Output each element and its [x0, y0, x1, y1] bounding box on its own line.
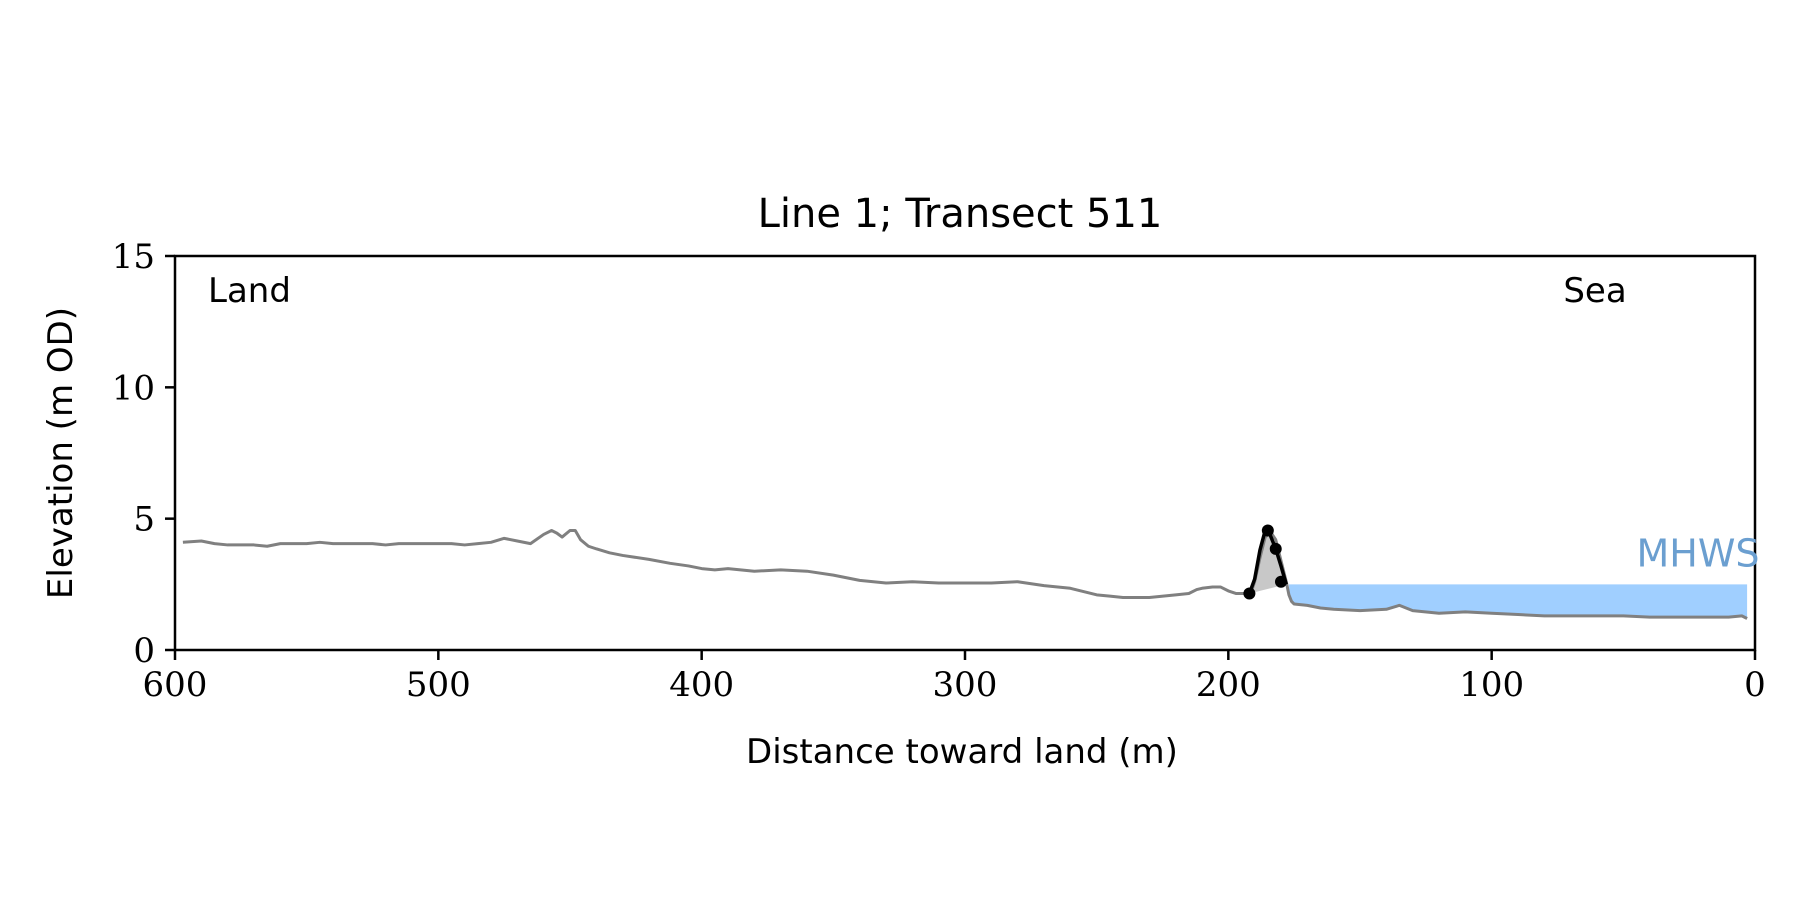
- y-tick-label: 10: [112, 368, 155, 408]
- y-tick-label: 0: [133, 631, 155, 671]
- x-tick-label: 500: [406, 665, 471, 705]
- y-tick-label: 5: [133, 500, 155, 540]
- sea-annotation: Sea: [1563, 271, 1626, 311]
- elevation-profile-line: [182, 528, 1748, 620]
- dune-marker: [1269, 542, 1282, 555]
- x-tick-label: 400: [669, 665, 734, 705]
- land-annotation: Land: [208, 271, 291, 311]
- x-tick-label: 0: [1744, 665, 1766, 705]
- chart-title: Line 1; Transect 511: [758, 191, 1163, 237]
- x-tick-label: 600: [143, 665, 208, 705]
- dune-marker: [1261, 524, 1274, 537]
- mhws-band: [1288, 584, 1748, 619]
- mhws-label: MHWS: [1636, 531, 1759, 575]
- dune-marker: [1243, 587, 1256, 600]
- y-axis-label: Elevation (m OD): [41, 307, 81, 599]
- x-tick-label: 300: [933, 665, 998, 705]
- y-tick-label: 15: [112, 237, 155, 277]
- x-tick-label: 100: [1459, 665, 1524, 705]
- dune-marker: [1275, 575, 1287, 588]
- x-axis-label: Distance toward land (m): [746, 732, 1178, 772]
- x-tick-label: 200: [1196, 665, 1261, 705]
